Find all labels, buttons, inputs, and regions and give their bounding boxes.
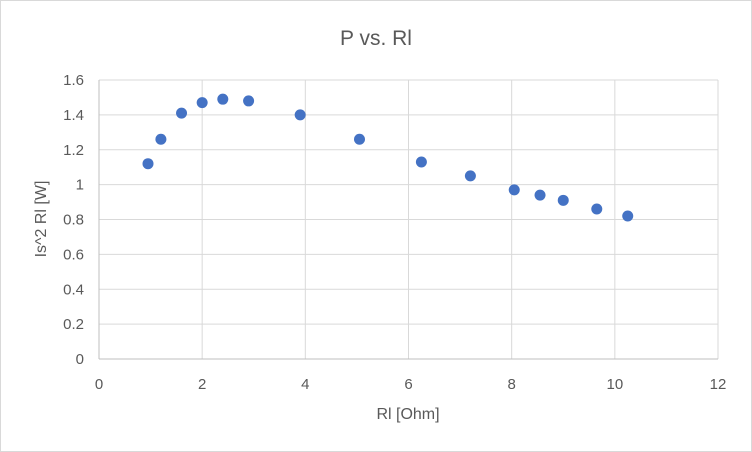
x-tick-label: 0 (95, 376, 103, 393)
axes (98, 80, 718, 360)
y-tick-label: 0.6 (63, 246, 84, 263)
y-tick-label: 0.2 (63, 316, 84, 333)
x-axis-title: Rl [Ohm] (376, 406, 439, 423)
data-points (142, 93, 634, 222)
data-point (534, 189, 546, 201)
data-point (176, 107, 188, 119)
y-axis-title: Is^2 Rl [W] (33, 181, 50, 258)
x-tick-label: 8 (507, 376, 515, 393)
data-point (591, 203, 603, 215)
x-tick-label: 4 (301, 376, 309, 393)
data-point (508, 184, 520, 196)
x-tick-labels: 0 2 4 6 8 10 12 (95, 376, 727, 393)
data-point (415, 156, 427, 168)
x-tick-label: 10 (606, 376, 623, 393)
y-tick-label: 1 (76, 177, 84, 194)
data-point (217, 93, 229, 105)
gridlines (99, 79, 719, 359)
data-point (622, 210, 634, 222)
x-tick-label: 12 (710, 376, 727, 393)
data-point (557, 194, 569, 206)
data-point (243, 95, 255, 107)
data-point (294, 109, 306, 121)
y-tick-label: 1.2 (63, 142, 84, 159)
x-tick-label: 6 (404, 376, 412, 393)
y-tick-label: 0.4 (63, 281, 84, 298)
x-tick-label: 2 (198, 376, 206, 393)
data-point (196, 97, 208, 109)
data-point (464, 170, 476, 182)
y-tick-label: 0 (76, 351, 84, 368)
chart-title: P vs. Rl (340, 27, 412, 50)
y-tick-labels: 0 0.2 0.4 0.6 0.8 1 1.2 1.4 1.6 (63, 72, 84, 368)
y-tick-label: 1.6 (63, 72, 84, 89)
y-tick-label: 0.8 (63, 212, 84, 229)
data-point (353, 133, 365, 145)
y-tick-label: 1.4 (63, 107, 84, 124)
data-point (155, 133, 167, 145)
data-point (142, 158, 154, 170)
